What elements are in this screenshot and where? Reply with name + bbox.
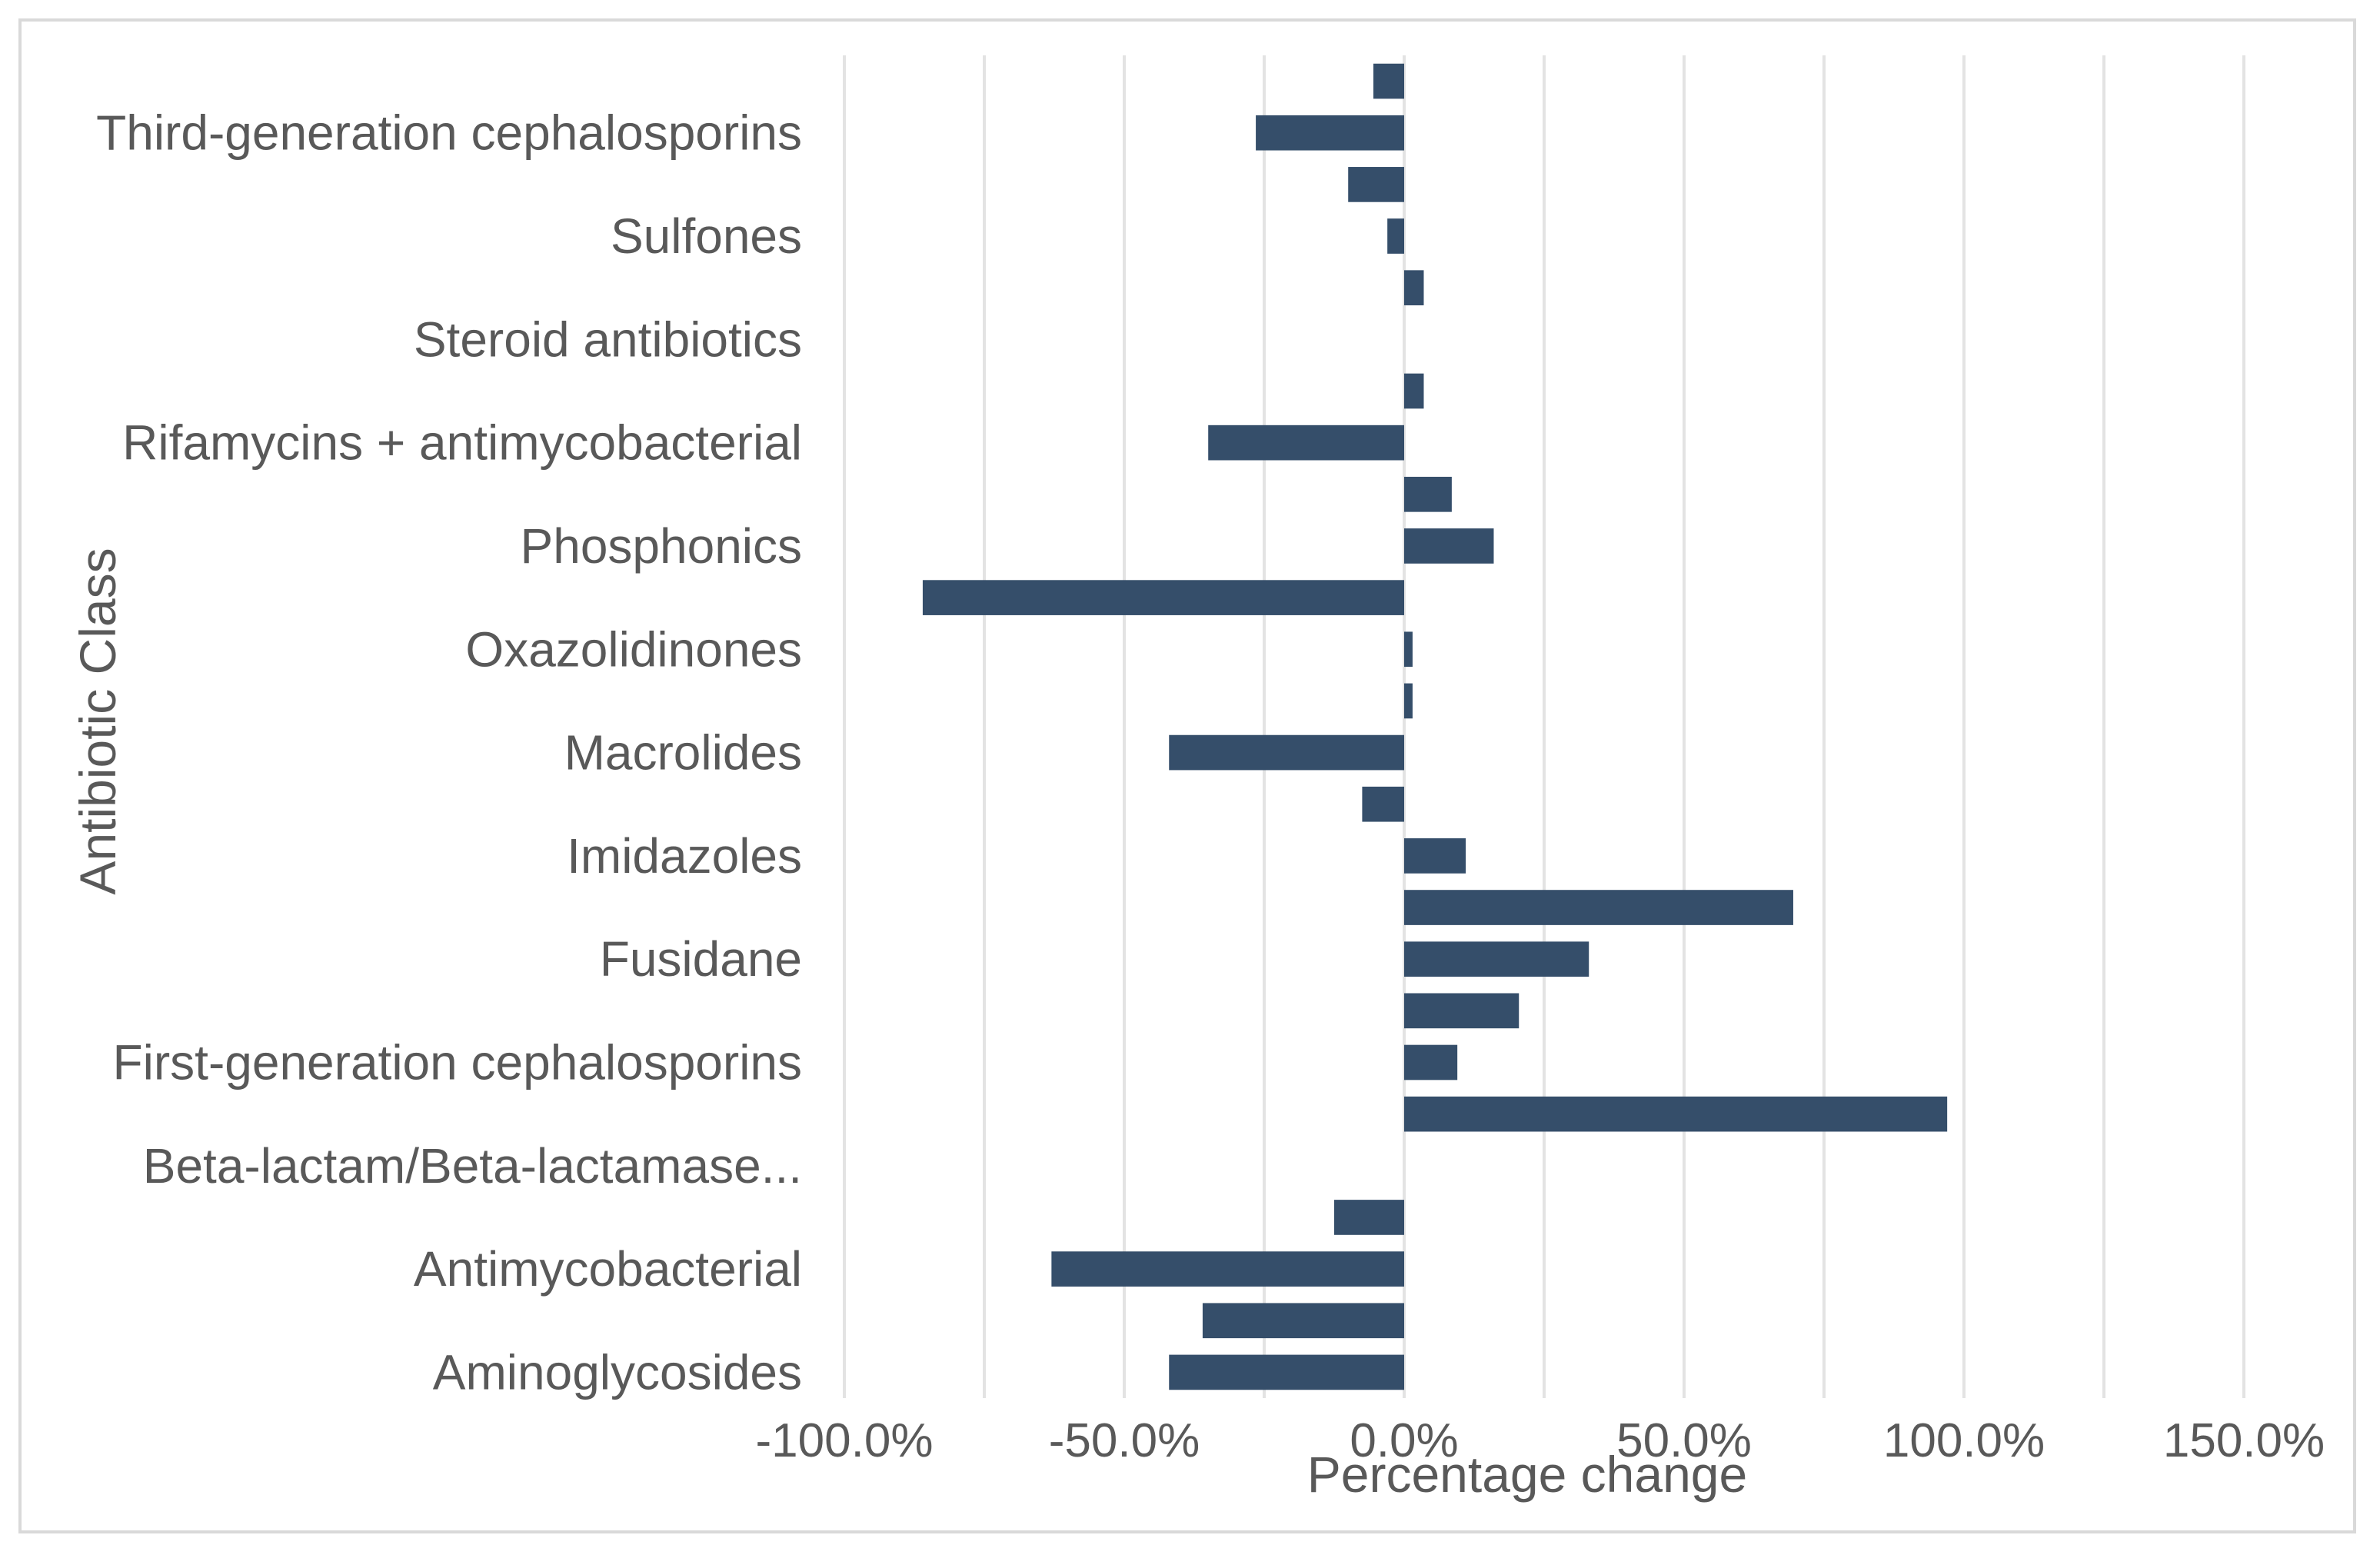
bar <box>1051 1251 1404 1287</box>
x-tick-labels: -100.0% -50.0% 0.0% 50.0% 100.0% 150.0% <box>756 1414 2325 1467</box>
bar <box>1208 425 1404 461</box>
bar <box>1404 631 1413 668</box>
bar <box>1202 1303 1404 1339</box>
category-labels: Third-generation cephalosporins Sulfones S… <box>96 105 802 1400</box>
x-tick-label: -100.0% <box>756 1414 934 1467</box>
chart-frame: Third-generation cephalosporins Sulfones S… <box>18 18 2356 1533</box>
bar <box>1404 373 1424 409</box>
category-label: Imidazoles <box>567 828 802 884</box>
category-label: First-generation cephalosporins <box>113 1035 802 1090</box>
x-tick-label: 100.0% <box>1883 1414 2045 1467</box>
bar <box>1404 941 1589 977</box>
gridlines <box>843 55 2245 1398</box>
x-tick-label: -50.0% <box>1049 1414 1200 1467</box>
category-label: Rifamycins + antimycobacterial <box>122 415 802 471</box>
bar <box>1404 838 1466 874</box>
bar <box>1404 1044 1458 1081</box>
bar <box>1362 786 1404 822</box>
y-axis-title: Antibiotic Class <box>69 548 126 894</box>
category-label: Steroid antibiotics <box>414 311 802 367</box>
bar <box>1404 476 1452 512</box>
bar <box>922 580 1404 615</box>
bar <box>1404 1096 1948 1132</box>
bar <box>1169 1354 1404 1390</box>
x-axis-title: Percentage change <box>1307 1446 1747 1503</box>
category-label: Sulfones <box>611 208 802 264</box>
bar <box>1404 993 1520 1029</box>
category-label: Beta-lactam/Beta-lactamase... <box>143 1138 802 1194</box>
bars <box>922 63 1948 1390</box>
category-label: Oxazolidinones <box>465 621 802 677</box>
bar <box>1334 1200 1404 1235</box>
category-label: Fusidane <box>600 931 802 987</box>
bar <box>1404 270 1424 306</box>
category-label: Aminoglycosides <box>433 1344 802 1400</box>
bar <box>1404 683 1413 719</box>
bar <box>1387 218 1404 254</box>
bar <box>1169 734 1404 771</box>
bar <box>1404 890 1793 925</box>
bar-chart: Third-generation cephalosporins Sulfones S… <box>69 55 2325 1503</box>
x-tick-label: 50.0% <box>1616 1414 1752 1467</box>
category-label: Antimycobacterial <box>414 1241 802 1297</box>
bar <box>1348 167 1404 202</box>
bar <box>1404 528 1494 564</box>
category-label: Phosphonics <box>521 518 802 574</box>
category-label: Macrolides <box>564 725 802 781</box>
category-label: Third-generation cephalosporins <box>96 105 802 161</box>
x-tick-label: 150.0% <box>2163 1414 2325 1467</box>
x-tick-label: 0.0% <box>1350 1414 1458 1467</box>
bar <box>1373 63 1404 99</box>
bar <box>1256 115 1404 151</box>
